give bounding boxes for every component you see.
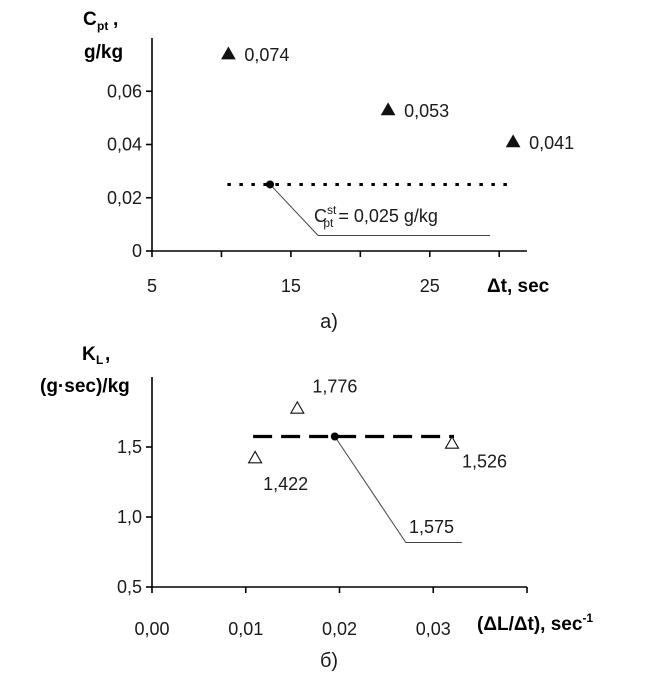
y-tick-label: 0,5 [117,577,142,597]
chart-a-annotation-base: C [314,206,327,226]
chart-b: K L , (g·sec)/kg 0,51,01,5 0,00 0,01 0,02 0… [40,344,593,672]
y-tick-label: 1,0 [117,507,142,527]
chart-a-x-ticks: 5 15 25 [147,251,501,296]
x-tick-label: 0,02 [322,619,357,639]
y-tick-label: 1,5 [117,437,142,457]
chart-a: C pt , g/kg 00,020,040,06 5 15 25 0,0740,0… [83,9,574,333]
chart-b-annotation: 1,575 [409,517,454,537]
data-point-marker [380,102,396,116]
chart-a-leader-line [269,184,491,236]
chart-a-ylabel-symbol: C [83,9,97,30]
chart-a-annotation-rest: = 0,025 g/kg [333,206,438,226]
x-tick-label: 25 [420,276,440,296]
chart-b-xlabel-main: (ΔL/Δt), sec [477,614,583,635]
chart-a-y-ticks: 0 0,02 0,04 0,06 [107,81,152,261]
data-point-label: 1,526 [462,451,507,471]
chart-a-ylabel-subscript: pt [97,19,108,33]
chart-b-xlabel-exp: -1 [582,611,593,625]
chart-a-reference-point [266,180,275,189]
y-tick-label: 0,04 [107,135,142,155]
chart-a-points: 0,074 0,053 0,041 [221,45,574,153]
chart-b-ylabel-comma: , [105,344,110,365]
chart-b-x-ticks: 0,00 0,01 0,02 0,03 [134,587,528,639]
chart-b-leader-line [334,436,462,543]
x-tick-label: 15 [281,276,301,296]
data-point-marker [505,134,521,148]
chart-b-points: 1,422 1,776 1,526 [247,376,507,494]
chart-a-annotation-sup: st [327,203,337,217]
data-point-label: 1,422 [263,474,308,494]
chart-a-xlabel: Δt, sec [487,276,550,297]
chart-b-y-ticks: 0,5 1,0 1,5 [117,437,152,597]
data-point-marker [221,46,236,60]
x-tick-label: 0,00 [134,619,169,639]
chart-a-annotation: Cst pt = 0,025 g/kg [314,203,438,230]
x-tick-label: 0,03 [416,619,451,639]
y-tick-label: 0,02 [107,188,142,208]
chart-a-annotation-sub: pt [323,216,334,230]
data-point-label: 1,776 [312,376,357,396]
chart-a-ylabel-unit: g/kg [84,42,123,63]
data-point-label: 0,053 [404,101,449,121]
data-point-label: 0,041 [529,133,574,153]
chart-b-ylabel-unit: (g·sec)/kg [40,376,130,397]
data-point-marker [444,435,460,449]
chart-b-caption: б) [320,650,338,672]
data-point-marker [247,450,263,464]
x-tick-label: 0,01 [228,619,263,639]
y-tick-label: 0,06 [107,81,142,101]
chart-b-ylabel-symbol: K [82,344,96,365]
data-point-label: 0,074 [244,45,289,65]
chart-b-xlabel: (ΔL/Δt), sec-1 [477,611,593,635]
x-tick-label: 5 [147,276,157,296]
chart-b-ylabel-subscript: L [96,353,103,367]
chart-a-caption: a) [320,311,338,333]
y-tick-label: 0 [132,241,142,261]
chart-a-ylabel-comma: , [113,9,118,30]
data-point-marker [289,400,305,414]
chart-b-reference-point [330,432,339,441]
